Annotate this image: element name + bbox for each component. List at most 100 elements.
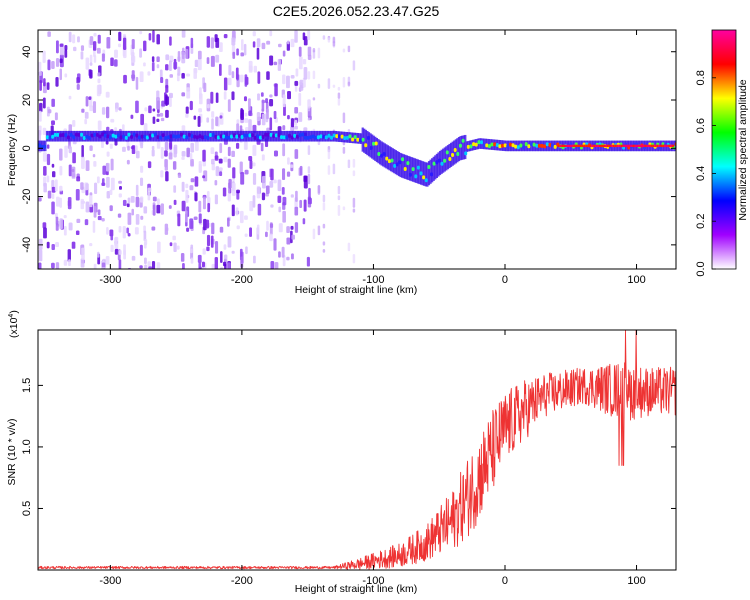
noise-speck [214,179,218,186]
track-cell [301,132,305,137]
noise-speck [46,175,50,183]
noise-speck [206,234,211,247]
noise-speck [109,189,113,196]
noise-speck [240,108,243,119]
noise-speck [43,78,46,87]
noise-speck [105,91,110,98]
noise-speck [197,116,201,127]
colorbar-gradient [711,29,737,270]
noise-speck [194,59,199,68]
noise-speck [286,237,291,245]
noise-speck [135,145,138,151]
track-cell [148,133,152,138]
noise-speck [352,208,356,213]
noise-speck [55,223,59,231]
noise-speck [337,98,341,106]
track-ridge [650,144,653,148]
track-cell [390,158,394,163]
noise-speck [312,70,316,80]
noise-speck [256,186,261,199]
noise-speck [177,213,181,227]
track-halo [404,154,407,179]
noise-speck [322,194,326,203]
track-halo [358,133,361,144]
track-ridge [616,144,619,148]
noise-speck [85,160,90,171]
track-cell [211,132,215,137]
noise-speck [337,92,341,99]
noise-speck [160,77,164,84]
track-cell [340,134,344,139]
track-cell [435,160,439,165]
noise-speck [273,238,277,251]
track-cell [403,167,407,172]
track-cell [456,151,460,156]
noise-speck [181,73,185,79]
noise-speck [252,195,256,208]
noise-speck [46,82,50,90]
noise-speck [261,192,266,201]
track-cell [414,174,418,179]
noise-speck [156,262,161,269]
noise-speck [219,167,223,171]
spectrogram-x-axis-label: Height of straight line (km) [295,284,418,296]
noise-speck [257,203,262,216]
noise-speck [248,110,252,116]
noise-speck [240,171,245,185]
noise-speck [282,168,286,180]
noise-speck [307,54,312,60]
noise-speck [206,104,210,109]
noise-speck [181,181,185,192]
noise-speck [148,32,152,41]
noise-speck [223,156,228,163]
noise-speck [131,255,136,261]
noise-speck [164,159,168,168]
noise-speck [273,150,278,157]
noise-speck [139,244,143,256]
noise-speck [118,107,122,111]
track-cell [398,160,402,165]
noise-speck [337,86,341,91]
track-ridge [557,144,560,148]
noise-speck [342,76,346,88]
track-halo [446,145,450,170]
noise-speck [64,49,68,58]
track-ridge [575,144,578,148]
noise-speck [197,58,202,71]
track-halo [378,140,382,165]
noise-speck [294,80,299,86]
noise-speck [55,216,59,225]
spectrogram-x-tick-label: -200 [231,274,253,286]
track-cell [43,144,47,149]
noise-speck [168,205,172,209]
noise-speck [203,82,207,93]
noise-speck [181,156,185,160]
noise-speck [114,248,119,255]
noise-speck [47,31,51,37]
track-cell [422,175,426,180]
noise-speck [249,160,253,169]
spectrogram-y-tick-label: -20 [21,189,33,205]
noise-speck [219,112,224,125]
track-cell [216,135,220,140]
noise-speck [193,216,198,220]
track-halo [421,161,424,186]
track-cell [253,135,257,140]
noise-speck [114,236,119,250]
noise-speck [327,78,331,89]
noise-speck [109,143,113,149]
track-cell [69,132,73,137]
noise-speck [290,164,294,168]
noise-speck [56,196,60,207]
track-halo [407,155,410,181]
snr-multiplier-label: (x104) [8,310,20,338]
track-cell [319,134,323,139]
noise-speck [152,30,155,43]
track-cell [519,143,523,148]
noise-speck [93,263,97,269]
noise-speck [303,66,308,80]
noise-speck [282,143,286,157]
noise-speck [223,77,228,91]
track-cell [545,142,549,147]
noise-speck [88,96,92,100]
